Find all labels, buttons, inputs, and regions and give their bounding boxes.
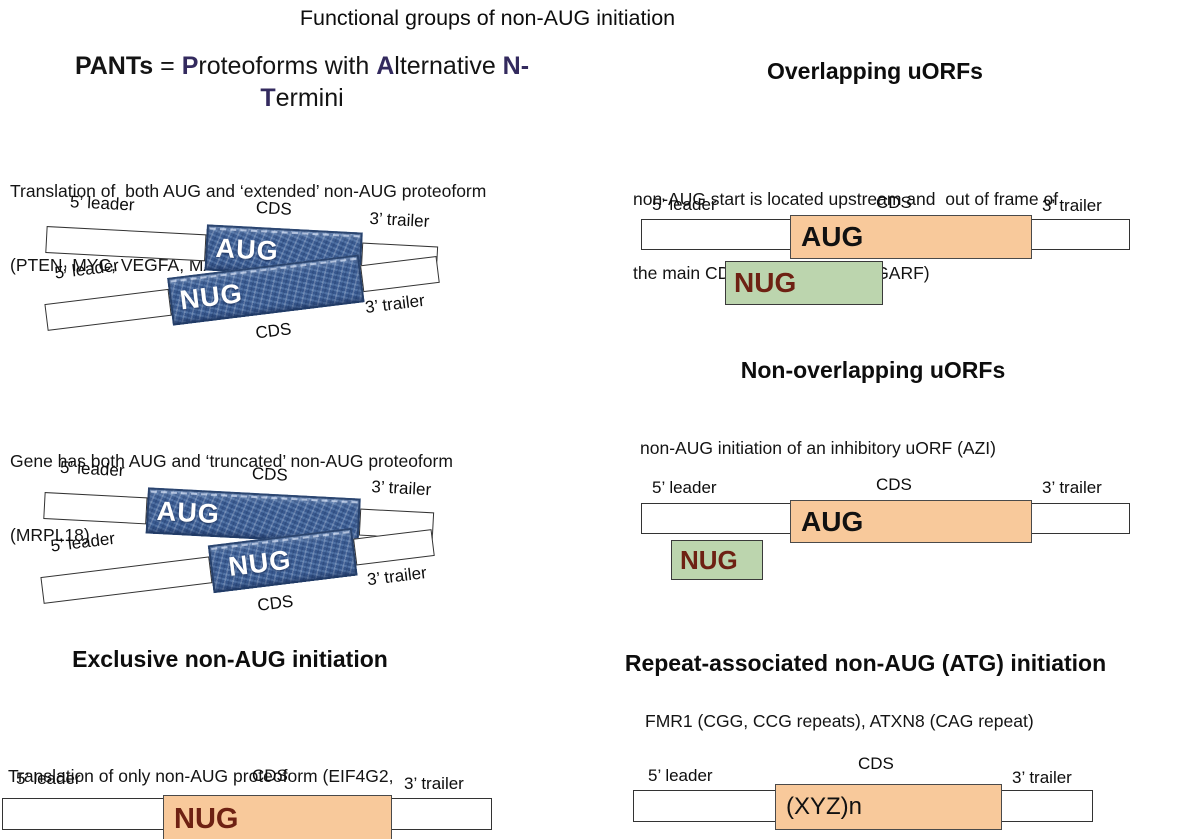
five-prime-leader-label: 5’ leader — [652, 478, 717, 497]
overlapping-heading: Overlapping uORFs — [767, 58, 983, 84]
aug-cds-box: AUG — [790, 500, 1032, 543]
five-prime-leader-label: 5’ leader — [652, 195, 717, 214]
nug-cds-box: NUG — [163, 795, 392, 839]
nug-uorf-box: NUG — [671, 540, 763, 580]
five-prime-leader-label: 5’ leader — [648, 766, 713, 785]
three-prime-trailer-label: 3’ trailer — [1042, 478, 1102, 497]
non-overlapping-description: non-AUG initiation of an inhibitory uORF… — [640, 438, 996, 458]
cds-label: CDS — [876, 475, 912, 494]
three-prime-trailer-label: 3’ trailer — [1042, 196, 1102, 215]
non-overlapping-heading: Non-overlapping uORFs — [740, 357, 1006, 383]
xyz-repeat-label: (XYZ)n — [786, 793, 863, 820]
cds-label: CDS — [858, 754, 894, 773]
three-prime-trailer-label: 3’ trailer — [404, 774, 464, 793]
nug-start-codon-label: NUG — [680, 544, 738, 575]
figure-title: Functional groups of non-AUG initiation — [299, 6, 676, 30]
aug-start-codon-label: AUG — [801, 505, 864, 537]
aug-start-codon-label: AUG — [801, 221, 864, 252]
truncated-description: Gene has both AUG and ‘truncated’ non-AU… — [10, 450, 453, 546]
pants-acronym: PANTs — [74, 52, 154, 80]
pants-heading: PANTs = Proteoforms with Alternative N- … — [32, 50, 572, 114]
cds-label: CDS — [876, 193, 912, 212]
repeat-associated-description: FMR1 (CGG, CCG repeats), ATXN8 (CAG repe… — [645, 711, 1034, 731]
cds-label: CDS — [252, 766, 288, 785]
nug-start-codon-label: NUG — [734, 267, 797, 298]
five-prime-leader-label: 5’ leader — [16, 769, 81, 788]
repeat-cds-box: (XYZ)n — [775, 784, 1002, 830]
nug-uorf-box: NUG — [725, 261, 883, 305]
three-prime-trailer-label: 3’ trailer — [1012, 768, 1072, 787]
exclusive-heading: Exclusive non-AUG initiation — [72, 646, 388, 672]
aug-cds-box: AUG — [790, 215, 1032, 259]
nug-start-codon-label: NUG — [174, 802, 239, 835]
pants-heading-line2: Termini — [260, 84, 344, 112]
exclusive-description: Translation of only non-AUG proteoform (… — [8, 765, 394, 786]
pants-heading-line1: PANTs = Proteoforms with Alternative N- — [74, 52, 530, 80]
repeat-associated-heading: Repeat-associated non-AUG (ATG) initiati… — [624, 650, 1107, 676]
